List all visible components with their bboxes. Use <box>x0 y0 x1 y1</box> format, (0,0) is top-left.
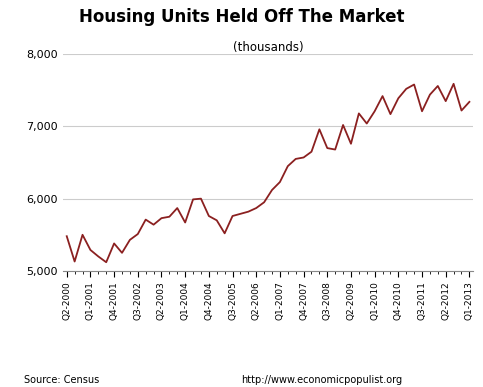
Text: Housing Units Held Off The Market: Housing Units Held Off The Market <box>79 8 404 26</box>
Text: Source: Census: Source: Census <box>24 375 99 385</box>
Title: (thousands): (thousands) <box>233 41 303 54</box>
Text: http://www.economicpopulist.org: http://www.economicpopulist.org <box>242 375 403 385</box>
